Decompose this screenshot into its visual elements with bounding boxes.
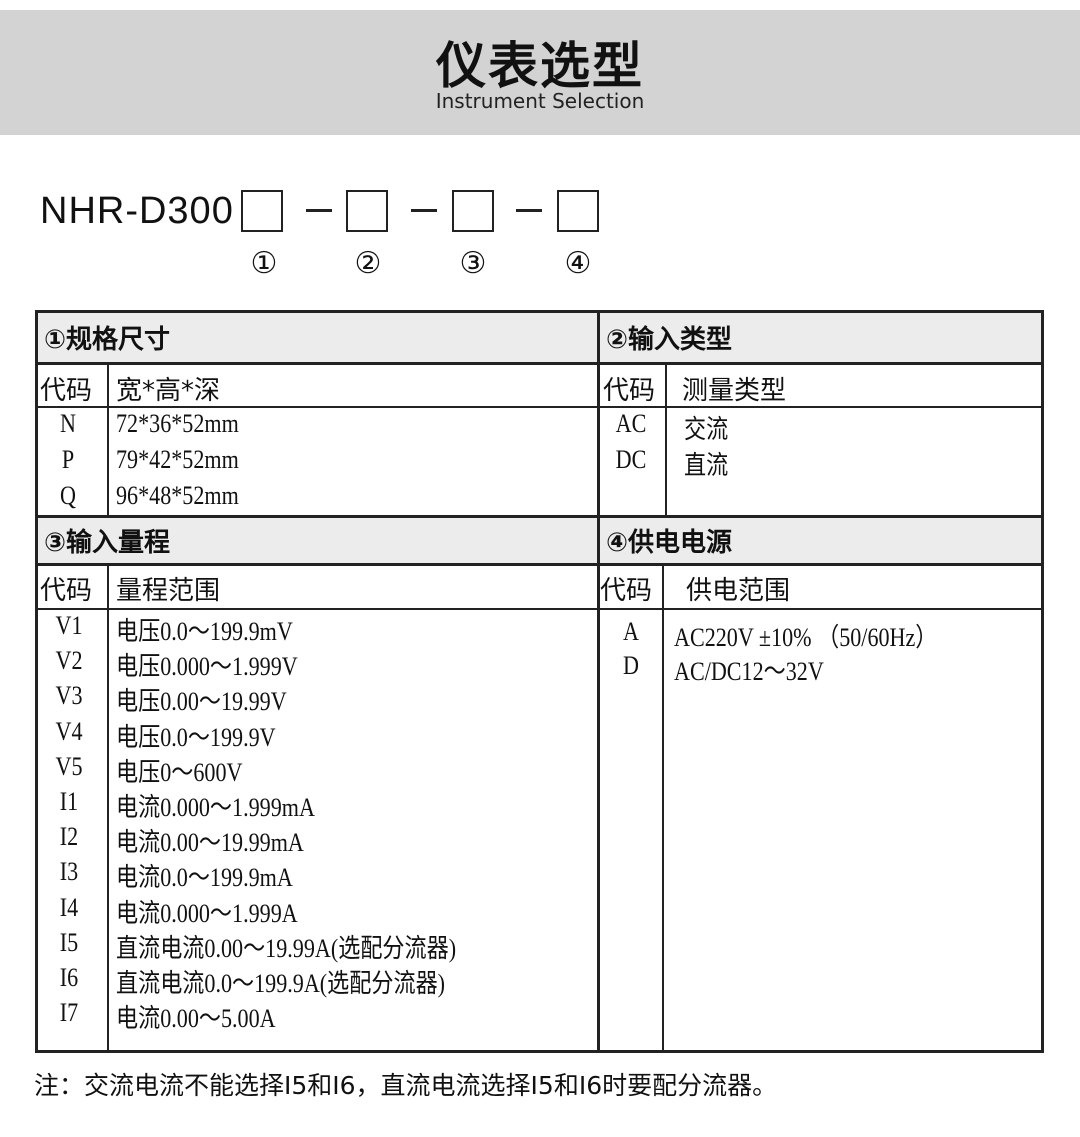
dash (306, 209, 332, 212)
row-code: V5 (55, 751, 83, 781)
row-desc: 电流0.00～19.99mA (116, 828, 304, 858)
row-desc: 79*42*52mm (116, 445, 239, 474)
row-code: I7 (59, 998, 79, 1028)
divider (38, 406, 1041, 408)
row-desc: 72*36*52mm (116, 409, 239, 438)
row-desc: 电压0.0～199.9mV (116, 617, 293, 646)
row-desc: AC/DC12～32V (674, 657, 824, 686)
row-desc: 电流0.000～1.999A (116, 898, 298, 928)
col-header-code: 代码 (40, 376, 93, 406)
row-desc: 电压0.0～199.9V (116, 722, 276, 752)
row-desc: 电流0.0～199.9mA (116, 863, 293, 893)
row-code: P (61, 445, 75, 474)
slot-box-4 (557, 190, 599, 232)
dash (411, 209, 437, 212)
row-desc: AC220V ±10% （50/60Hz） (674, 623, 938, 652)
row-code: AC (615, 409, 647, 438)
section-input-type-title: ②输入类型 (600, 313, 1041, 365)
row-code: I2 (59, 822, 79, 852)
divider (662, 566, 664, 1053)
col-header-code: 代码 (603, 376, 656, 406)
slot-label-4: ④ (564, 246, 592, 281)
divider (38, 608, 1041, 610)
slot-label-1: ① (250, 246, 278, 281)
row-code: I3 (59, 857, 79, 887)
footnote: 注：交流电流不能选择I5和I6，直流电流选择I5和I6时要配分流器。 (34, 1071, 778, 1100)
col-header-desc: 测量类型 (682, 376, 787, 406)
section-size-title: ①规格尺寸 (38, 313, 598, 365)
divider (597, 313, 600, 1053)
row-code: DC (615, 445, 647, 474)
row-code: V4 (55, 716, 83, 746)
row-code: I1 (59, 787, 79, 816)
row-desc: 电压0.000～1.999V (116, 652, 298, 682)
section-input-range-title: ③输入量程 (38, 518, 598, 566)
dash (516, 209, 542, 212)
row-code: V3 (55, 681, 83, 711)
divider (107, 365, 109, 515)
row-desc: 直流电流0.0～199.9A(选配分流器) (116, 969, 446, 998)
section-power-title: ④供电电源 (600, 518, 1041, 566)
row-code: I6 (59, 963, 79, 992)
row-desc: 直流电流0.00～19.99A(选配分流器) (116, 933, 457, 963)
row-code: N (60, 409, 76, 438)
selection-table: ①规格尺寸 ②输入类型 ③输入量程 ④供电电源 代码 宽*高*深 代码 测量类型… (35, 310, 1044, 1053)
slot-box-2 (346, 190, 388, 232)
row-desc: 电压0.00～19.99V (116, 687, 287, 717)
divider (665, 365, 667, 515)
slot-label-3: ③ (459, 246, 487, 281)
row-desc: 直流 (684, 451, 729, 480)
col-header-desc: 宽*高*深 (116, 376, 221, 406)
row-code: A (623, 617, 639, 646)
divider (38, 515, 1041, 518)
col-header-code: 代码 (600, 576, 653, 606)
col-header-desc: 量程范围 (116, 576, 221, 606)
page-subtitle: Instrument Selection (435, 89, 645, 113)
row-code: V2 (55, 646, 83, 676)
divider (107, 566, 109, 1053)
col-header-code: 代码 (40, 576, 93, 606)
row-desc: 电流0.00～5.00A (116, 1004, 276, 1034)
row-desc: 电流0.000～1.999mA (116, 793, 315, 822)
row-desc: 96*48*52mm (116, 481, 239, 510)
slot-box-1 (241, 190, 283, 232)
row-code: V1 (55, 611, 83, 640)
row-code: Q (60, 481, 76, 510)
col-header-desc: 供电范围 (686, 576, 791, 606)
row-desc: 电压0～600V (116, 757, 243, 787)
page-title: 仪表选型 (436, 37, 644, 95)
row-code: D (623, 651, 639, 680)
model-prefix: NHR-D300 (40, 190, 234, 232)
header-band (0, 10, 1080, 135)
row-code: I5 (59, 927, 79, 957)
slot-label-2: ② (354, 246, 382, 281)
slot-box-3 (452, 190, 494, 232)
row-code: I4 (59, 892, 79, 922)
row-desc: 交流 (684, 415, 729, 444)
